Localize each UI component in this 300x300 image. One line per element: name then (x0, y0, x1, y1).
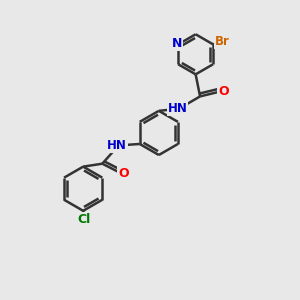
Text: HN: HN (167, 102, 187, 115)
Text: Br: Br (215, 35, 230, 48)
Text: N: N (172, 37, 182, 50)
Text: O: O (218, 85, 229, 98)
Text: O: O (118, 167, 129, 180)
Text: HN: HN (107, 139, 127, 152)
Text: Cl: Cl (77, 212, 90, 226)
